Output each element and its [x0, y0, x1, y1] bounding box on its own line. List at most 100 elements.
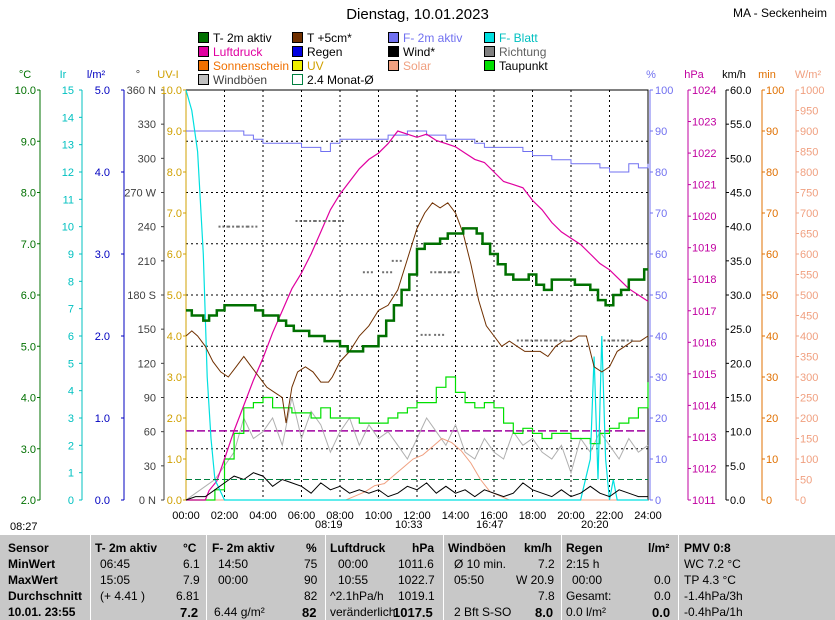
legend-swatch: [484, 32, 495, 43]
axis-tick-label-dir: 60: [144, 427, 156, 439]
sun-event-2: 10:33: [395, 519, 423, 531]
axis-tick-label-rain: 2.0: [95, 331, 110, 343]
series-line-solar: [186, 437, 648, 501]
druck-max-time: 10:55: [338, 573, 369, 587]
pmv-trend-3h: -1.4hPa/3h: [684, 589, 743, 603]
axis-tick-label-temp: 9.0: [21, 136, 36, 148]
sun-event-1: 08:19: [315, 519, 343, 531]
series-line-f-2m-aktiv: [186, 130, 649, 173]
legend-item: Regen: [292, 45, 342, 59]
axis-tick-label-ir: 1: [68, 468, 74, 480]
table-header-pmv: PMV 0:8: [684, 541, 731, 555]
axis-tick-label-solar: 750: [800, 188, 818, 200]
table-header-regen: Regen: [566, 541, 603, 555]
axis-tick-label-press: 1018: [692, 274, 716, 286]
sunrise-time: 08:27: [10, 521, 38, 533]
table-unit-druck: hPa: [412, 541, 435, 555]
axis-tick-label-rain: 4.0: [95, 167, 110, 179]
legend-swatch: [484, 46, 495, 57]
legend-swatch: [292, 46, 303, 57]
axis-tick-label-hum: 90: [655, 126, 667, 138]
axis-tick-label-sun: 50: [766, 290, 778, 302]
legend-swatch: [198, 46, 209, 57]
axis-tick-label-hum: 30: [655, 372, 667, 384]
x-tick-label: 10:00: [365, 510, 393, 522]
series-line-taupunkt: [186, 376, 649, 501]
axis-tick-label-wind: 55.0: [730, 119, 751, 131]
legend-swatch: [292, 60, 303, 71]
legend-label: Solar: [403, 59, 432, 73]
axis-tick-label-ir: 4: [68, 386, 74, 398]
series-line-luftdruck: [186, 130, 649, 501]
table-header-sensor: Sensor: [8, 541, 49, 555]
axis-tick-label-dir: 300: [138, 153, 156, 165]
pmv-trend-1h: -0.4hPa/1h: [684, 605, 743, 619]
sunset-time: 20:20: [581, 519, 609, 531]
axis-tick-label-wind: 25.0: [730, 324, 751, 336]
table-row-label-max: MaxWert: [8, 573, 58, 587]
axis-tick-label-solar: 150: [800, 434, 818, 446]
axis-tick-label-uv: 9.0: [167, 126, 182, 138]
axis-tick-label-sun: 0: [766, 495, 772, 507]
axis-tick-label-wind: 35.0: [730, 256, 751, 268]
axis-tick-label-temp: 10.0: [15, 85, 36, 97]
axis-tick-label-rain: 5.0: [95, 85, 110, 97]
axis-tick-label-wind: 5.0: [730, 461, 745, 473]
axis-tick-label-press: 1024: [692, 85, 716, 97]
axis-tick-label-dir: 240: [138, 222, 156, 234]
x-tick-label: 08:00: [326, 510, 354, 522]
axis-tick-label-solar: 850: [800, 147, 818, 159]
axis-tick-label-uv: 6.0: [167, 249, 182, 261]
regen-total-label: Gesamt:: [566, 589, 612, 603]
legend-item: F- Blatt: [484, 31, 538, 45]
axis-tick-label-dir: 180 S: [127, 290, 156, 302]
druck-trend: ^2.1hPa/h: [330, 589, 384, 603]
axis-tick-label-solar: 1000: [800, 85, 824, 97]
axis-unit-sun: min: [758, 69, 776, 81]
legend-label: Richtung: [499, 45, 547, 59]
axis-tick-label-dir: 210: [138, 256, 156, 268]
station-name: MA - Seckenheim: [732, 6, 827, 20]
regen-rate: 0.0 l/m²: [566, 605, 607, 619]
axis-tick-label-rain: 3.0: [95, 249, 110, 261]
axis-tick-label-hum: 100: [655, 85, 673, 97]
legend-label: 2.4 Monat-Ø: [307, 73, 374, 87]
x-tick-label: 14:00: [442, 510, 470, 522]
axis-tick-label-press: 1015: [692, 369, 716, 381]
axis-tick-label-solar: 250: [800, 393, 818, 405]
t2m-max-time: 15:05: [100, 573, 131, 587]
table-row-label-current: 10.01. 23:55: [8, 605, 76, 619]
wind-avg-label: Ø 10 min.: [454, 557, 507, 571]
axis-tick-label-uv: 4.0: [167, 331, 182, 343]
table-row-label-min: MinWert: [8, 557, 56, 571]
f2m-min-value: 75: [304, 557, 318, 571]
legend-label: Regen: [307, 45, 343, 59]
wind-daily-avg: 7.8: [538, 589, 555, 603]
axis-tick-label-solar: 400: [800, 331, 818, 343]
t2m-min-value: 6.1: [183, 557, 200, 571]
legend-label: F- 2m aktiv: [403, 31, 463, 45]
axis-tick-label-temp: 6.0: [21, 290, 36, 302]
table-header-druck: Luftdruck: [330, 541, 386, 555]
regen-current: 0.0: [652, 605, 671, 620]
regen-max-value: 0.0: [654, 573, 671, 587]
axis-tick-label-hum: 0: [655, 495, 661, 507]
axis-tick-label-temp: 2.0: [21, 495, 36, 507]
axis-tick-label-press: 1023: [692, 117, 716, 129]
legend-label: Sonnenschein: [213, 59, 290, 73]
t2m-diff: (+ 4.41 ): [100, 589, 146, 603]
x-tick-label: 24:00: [634, 510, 662, 522]
table-unit-t2m: °C: [183, 541, 197, 555]
wind-max-value: W 20.9: [516, 573, 555, 587]
axis-unit-hum: %: [646, 69, 656, 81]
t2m-current: 7.2: [180, 605, 199, 620]
f2m-abs-humidity: 6.44 g/m²: [214, 605, 265, 619]
druck-tendency: veränderlich: [330, 605, 396, 619]
x-tick-label: 20:00: [557, 510, 585, 522]
legend-swatch: [292, 32, 303, 43]
legend-item: T +5cm*: [292, 31, 352, 45]
legend-swatch: [198, 60, 209, 71]
axis-unit-temp: °C: [19, 69, 31, 81]
series-line-t-5cm-: [185, 202, 649, 424]
axis-tick-label-ir: 6: [68, 331, 74, 343]
